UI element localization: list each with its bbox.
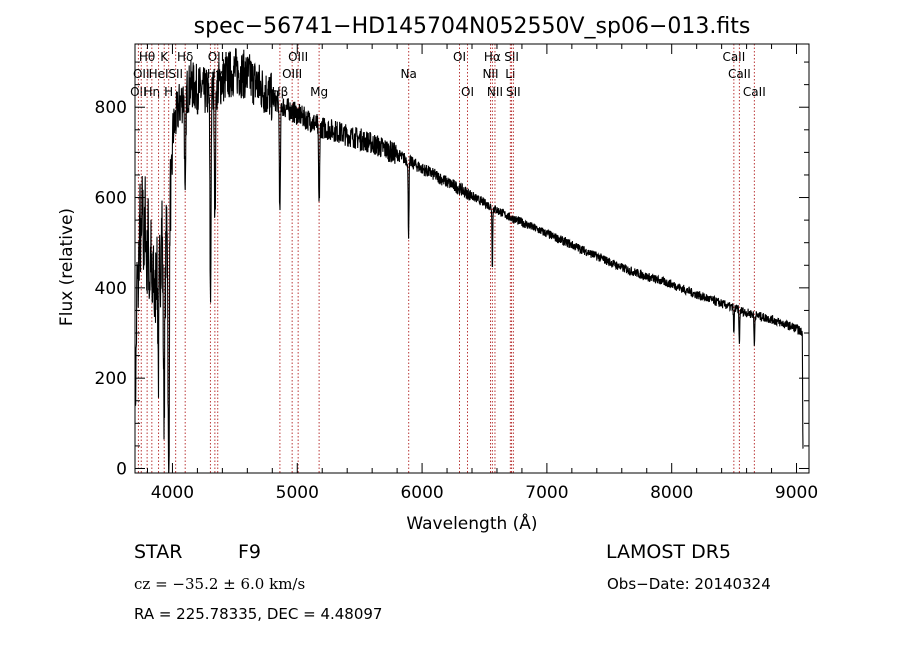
spectrum-series: [134, 48, 804, 474]
object-subclass: F9: [238, 541, 261, 563]
marker-label-13-0: OIII: [282, 67, 302, 81]
x-tick-label-3: 7000: [525, 483, 568, 503]
line-markers: OIIOIIHθHηHeIKHSIIHδGHγOIIIHβOIIIOIIIMgN…: [130, 44, 766, 473]
x-tick-label-4: 8000: [650, 483, 693, 503]
axes: 4000 5000 6000 7000 8000 9000 0 200 400 600 800: [95, 43, 818, 503]
y-tick-label-0: 0: [116, 459, 127, 479]
marker-label-16-0: Na: [401, 67, 417, 81]
x-tick-label-5: 9000: [775, 483, 818, 503]
marker-label-4-0: HeI: [149, 67, 169, 81]
marker-label-24-0: SII: [506, 85, 521, 99]
marker-label-18-0: OI: [461, 85, 474, 99]
marker-label-7-0: SII: [168, 67, 183, 81]
marker-label-11-0: OIII: [208, 50, 228, 64]
y-axis-label: Flux (relative): [57, 208, 77, 326]
marker-label-25-0: CaII: [722, 50, 745, 64]
coordinates-text: RA = 225.78335, DEC = 4.48097: [134, 605, 382, 623]
y-tick-label-4: 800: [95, 98, 127, 118]
marker-label-27-0: CaII: [743, 85, 766, 99]
spectrum-line: [134, 48, 804, 474]
y-tick-label-2: 400: [95, 279, 127, 299]
marker-label-3-0: Hη: [144, 85, 161, 99]
x-tick-label-2: 6000: [400, 483, 443, 503]
marker-label-23-0: SII: [504, 50, 519, 64]
marker-label-9-0: G: [206, 85, 215, 99]
y-tick-label-3: 600: [95, 189, 127, 209]
observation-date: Obs−Date: 20140324: [607, 575, 771, 593]
marker-label-2-0: Hθ: [139, 50, 155, 64]
marker-label-17-0: OI: [453, 50, 466, 64]
survey-name: LAMOST DR5: [606, 541, 731, 563]
marker-label-20-0: Hα: [484, 50, 501, 64]
marker-label-1-0: OII: [133, 67, 150, 81]
marker-label-22-0: Li: [505, 67, 515, 81]
marker-label-6-0: H: [164, 85, 173, 99]
redshift-text: cz = −35.2 ± 6.0 km/s: [134, 575, 305, 593]
x-tick-label-1: 5000: [276, 483, 319, 503]
x-axis-label: Wavelength (Å): [406, 512, 537, 534]
y-tick-label-1: 200: [95, 369, 127, 389]
object-class: STAR: [134, 541, 182, 563]
marker-label-15-0: Mg: [310, 85, 328, 99]
marker-label-5-0: K: [160, 50, 169, 64]
plot-frame: [134, 43, 810, 474]
marker-label-8-0: Hδ: [177, 50, 193, 64]
marker-label-14-0: OIII: [288, 50, 308, 64]
marker-label-19-0: NII: [482, 67, 498, 81]
marker-label-21-0: NII: [487, 85, 503, 99]
x-tick-label-0: 4000: [151, 483, 194, 503]
chart-title: spec−56741−HD145704N052550V_sp06−013.fit…: [194, 14, 751, 39]
marker-label-0-0: OII: [130, 85, 147, 99]
marker-label-26-0: CaII: [728, 67, 751, 81]
